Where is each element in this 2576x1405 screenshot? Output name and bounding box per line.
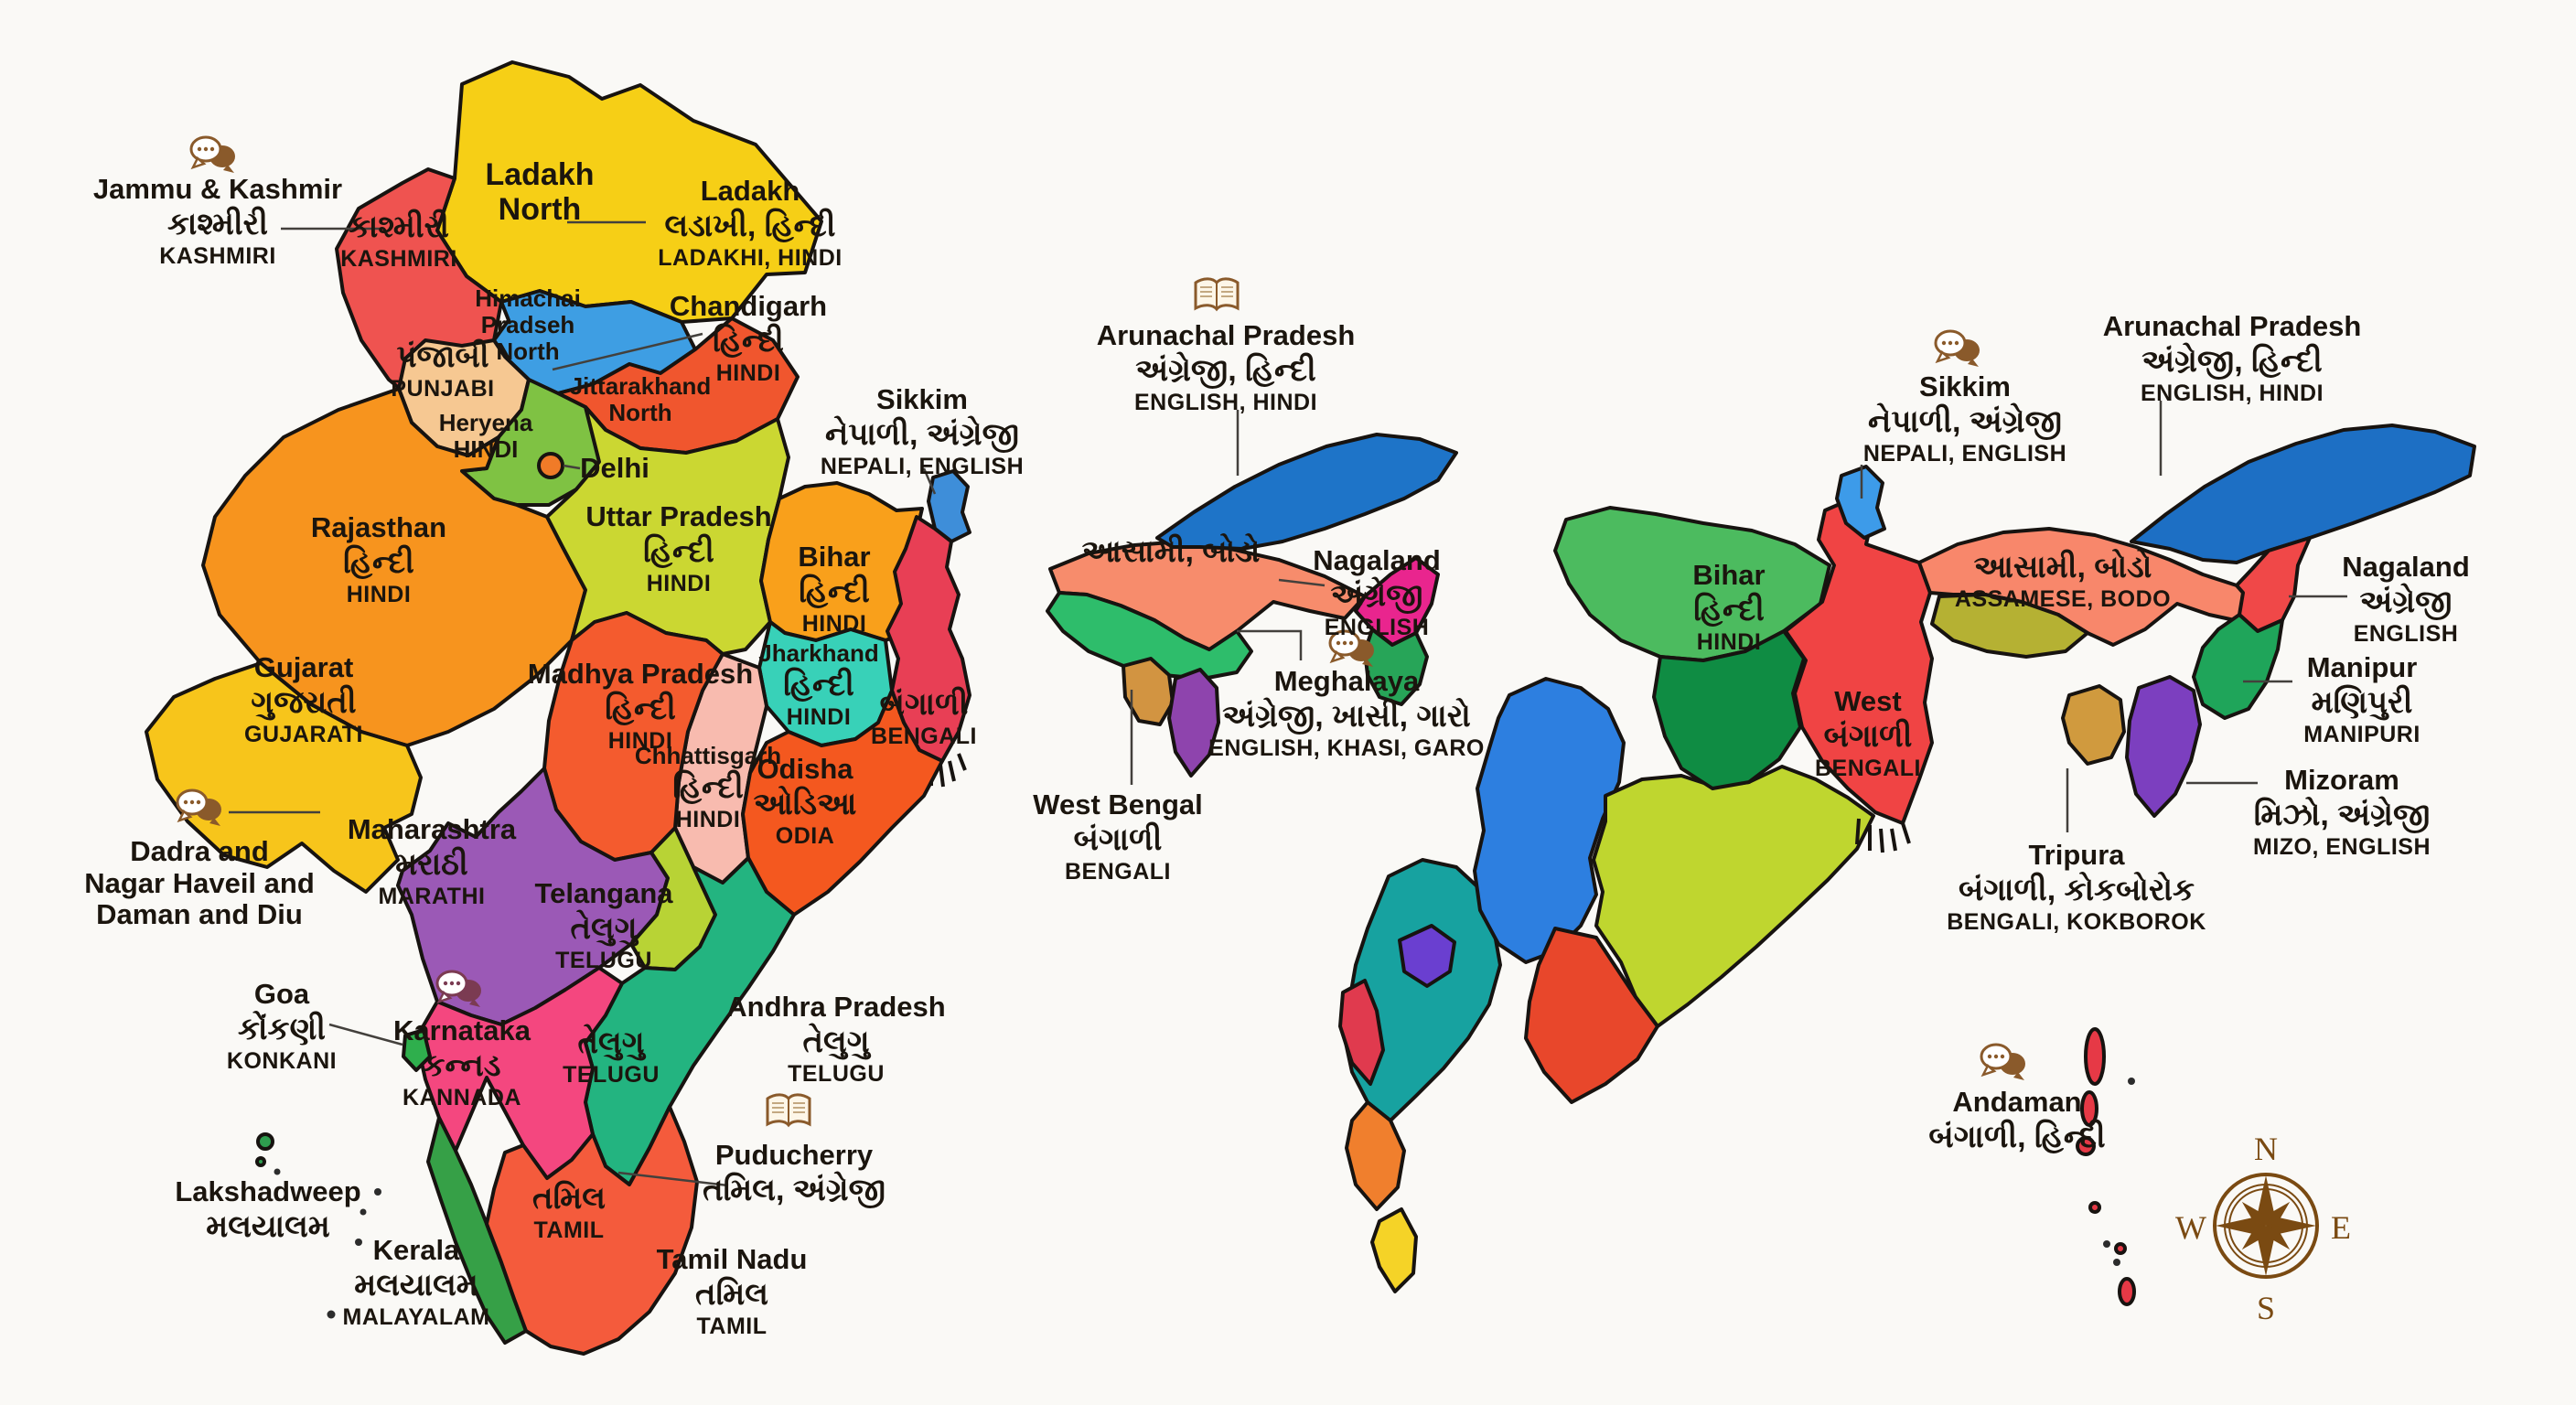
chat-icon — [1326, 627, 1379, 674]
region-gujarat — [145, 661, 423, 894]
region-label-karnataka: Karnataka કન્નડ KANNADA — [393, 1014, 531, 1110]
region-label-maharashtra: Maharashtra મરાઠી MARATHI — [347, 813, 517, 909]
region-mizoram-right — [2125, 675, 2202, 818]
region-label-rajasthan: Rajasthan હિન્દી HINDI — [310, 511, 447, 607]
region-label-andhra-telugu: તેલુગુ TELUGU — [563, 1025, 660, 1089]
region-label-wb-right: West બંગાળી BENGALI — [1815, 685, 1921, 781]
label-arunachal-left: Arunachal Pradesh અંગ્રેજી, હિન્દી ENGLI… — [1096, 319, 1356, 415]
region-label-ladakh: Ladakh North — [485, 157, 595, 228]
label-arunachal-right: Arunachal Pradesh અંગ્રેજી, હિન્દી ENGLI… — [2102, 310, 2362, 406]
book-icon — [761, 1090, 816, 1139]
region-meghalaya-right — [1930, 593, 2089, 659]
region-label-delhi: Delhi — [580, 452, 649, 484]
label-meghalaya-left: Meghalaya અંગ્રેજી, ખાસી, ગારો ENGLISH, … — [1208, 665, 1485, 761]
label-andaman: Andaman બંગાળી, હિન્દી — [1928, 1086, 2106, 1154]
region-tamil-nadu — [485, 1105, 699, 1356]
region-sikkim-left — [927, 469, 971, 543]
label-kerala: Kerala મલયાલમ MALAYALAM — [342, 1234, 490, 1330]
region-label-uttarakhand: Jittarakhand North — [569, 372, 712, 427]
leader-lines — [229, 220, 2347, 1187]
lakshadweep-islands — [255, 1132, 381, 1319]
region-arunachal-right — [2130, 424, 2476, 564]
region-purple-right — [1398, 924, 1456, 988]
right-map — [1338, 424, 2476, 1306]
region-odisha — [741, 689, 944, 917]
region-crimson-right — [1338, 979, 1385, 1086]
label-goa: Goa કોંકણી KONKANI — [226, 978, 338, 1074]
compass-rose: N S W E — [2175, 1131, 2351, 1326]
region-label-chhattisgarh: Chhattisgarh હિન્દી HINDI — [634, 742, 782, 833]
compass-s: S — [2257, 1290, 2275, 1326]
region-label-jharkhand: Jharkhand હિન્દી HINDI — [758, 639, 879, 731]
region-nagaland-left — [1354, 556, 1440, 647]
label-chandigarh: Chandigarh હિન્દી HINDI — [669, 290, 828, 386]
label-mizoram-right: Mizoram મિઝો, અંગ્રેજી MIZO, ENGLISH — [2253, 764, 2431, 860]
compass-e: E — [2331, 1209, 2351, 1246]
label-sikkim-left: Sikkim નેપાળી, અંગ્રેજી NEPALI, ENGLISH — [820, 383, 1025, 479]
region-label-telangana: Telangana તેલુગુ TELUGU — [534, 877, 673, 973]
region-tripura-left — [1122, 657, 1175, 726]
region-label-assam-left: આસામી, બોડો — [1081, 534, 1261, 569]
region-odisha-right — [1592, 765, 1875, 1028]
region-label-wb-left: બંગાળી BENGALI — [871, 687, 977, 750]
chat-icon — [1931, 327, 1984, 374]
region-label-odisha: Odisha ઓડિઆ ODIA — [753, 753, 857, 849]
label-manipur-right: Manipur મણિપુરી MANIPURI — [2303, 651, 2420, 747]
region-delhi — [537, 452, 564, 479]
region-label-kashmir: કાશ્મીરી KASHMIRI — [340, 209, 457, 273]
region-label-punjab: પંજાબી PUNJABI — [391, 339, 495, 402]
region-jharkhand-right — [1652, 629, 1806, 790]
label-tripura-right: Tripura બંગાળી, કોકબોરોક BENGALI, KOKBOR… — [1947, 839, 2206, 935]
region-label-bihar-right: Bihar હિન્દી HINDI — [1692, 559, 1766, 655]
region-manipur-right — [2192, 613, 2284, 720]
region-sikkim-right — [1835, 465, 1886, 540]
region-uttar-pradesh — [545, 405, 790, 656]
region-label-bihar: Bihar હિન્દી HINDI — [798, 541, 871, 637]
label-nagaland-left: Nagaland અંગ્રેજી ENGLISH — [1313, 544, 1441, 640]
chat-icon — [187, 134, 240, 180]
region-label-assam-right: આસામી, બોડો ASSAMESE, BODO — [1954, 550, 2172, 613]
left-map — [145, 60, 1458, 1356]
region-orangered-right — [1524, 927, 1659, 1104]
region-tripura-right — [2061, 684, 2126, 766]
label-dadra-daman: Dadra and Nagar Haveil and Daman and Diu — [84, 835, 315, 931]
chat-icon — [433, 968, 486, 1014]
compass-w: W — [2175, 1209, 2206, 1246]
region-kerala — [426, 1116, 528, 1345]
andaman-islands — [2076, 1027, 2136, 1306]
label-lakshadweep: Lakshadweep મલયાલમ — [175, 1175, 361, 1244]
compass-n: N — [2254, 1131, 2278, 1167]
chat-icon — [1977, 1041, 2030, 1088]
label-jammu-kashmir: Jammu & Kashmir કાશ્મીરી KASHMIRI — [92, 173, 343, 269]
region-label-tamil: તમિલ TAMIL — [532, 1181, 606, 1244]
label-tamil-nadu: Tamil Nadu તમિલ TAMIL — [656, 1243, 808, 1339]
label-puducherry: Puducherry તમિલ, અંગ્રેજી — [703, 1139, 886, 1207]
region-mizoram-left — [1167, 668, 1220, 778]
compass-star — [2216, 1175, 2316, 1276]
label-andhra-pradesh: Andhra Pradesh તેલુગુ TELUGU — [726, 991, 946, 1087]
label-ladakh: Ladakh લડાખી, હિન્દી LADAKHI, HINDI — [658, 175, 843, 271]
label-nagaland-right: Nagaland અંગ્રેજી ENGLISH — [2342, 551, 2470, 647]
region-label-himachal: Himachai Pradseh North — [475, 284, 581, 366]
label-west-bengal-left: West Bengal બંગાળી BENGALI — [1033, 788, 1203, 885]
region-arunachal-left — [1155, 433, 1458, 551]
book-icon — [1189, 274, 1244, 323]
region-yellow-right — [1370, 1207, 1418, 1293]
region-label-madhya-pradesh: Madhya Pradesh હિન્દી HINDI — [527, 658, 754, 754]
region-rajasthan — [201, 387, 587, 747]
wb-delta-fringe-right — [1855, 818, 1911, 853]
region-goa — [402, 1028, 432, 1072]
label-gujarat: Gujarat ગુજરાતી GUJARATI — [244, 651, 363, 747]
region-label-uttar-pradesh: Uttar Pradesh હિન્દી HINDI — [585, 500, 772, 596]
region-meghalaya-left — [1046, 591, 1253, 681]
region-orange-right — [1345, 1100, 1406, 1211]
chat-icon — [173, 787, 226, 833]
region-label-haryana: Heryena HINDI — [438, 409, 533, 464]
label-sikkim-right: Sikkim નેપાળી, અંગ્રેજી NEPALI, ENGLISH — [1862, 370, 2067, 467]
